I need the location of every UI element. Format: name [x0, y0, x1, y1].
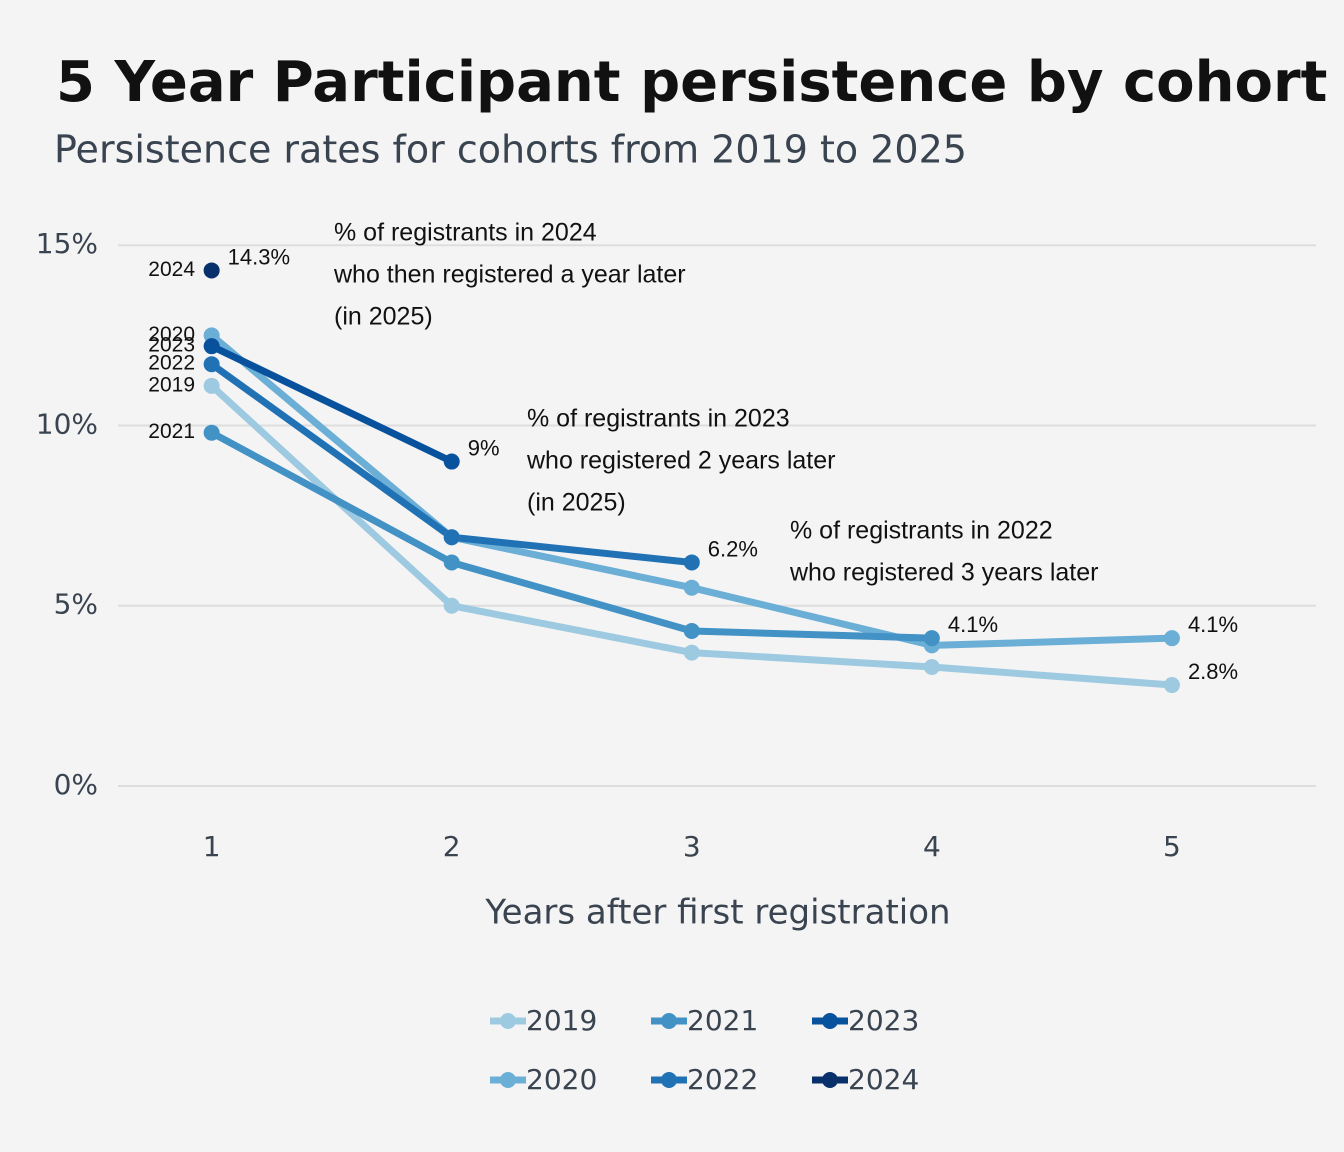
- legend-label: 2019: [526, 1004, 597, 1037]
- y-tick-label: 5%: [54, 588, 98, 621]
- legend-label: 2024: [848, 1063, 919, 1096]
- y-tick-label: 15%: [36, 227, 98, 260]
- chart-title: 5 Year Participant persistence by cohort: [56, 50, 1327, 115]
- series-end-label: 2020: [148, 323, 195, 346]
- series-end-label: 2022: [148, 352, 195, 375]
- x-axis-label: Years after first registration: [484, 893, 950, 933]
- annotation: who registered 3 years later: [789, 559, 1098, 587]
- legend-swatch-dot: [822, 1013, 838, 1029]
- legend-label: 2020: [526, 1063, 597, 1096]
- legend-swatch-dot: [500, 1072, 516, 1088]
- x-tick-label: 4: [923, 830, 941, 863]
- y-tick-label: 10%: [36, 407, 98, 440]
- point: [1163, 630, 1180, 647]
- series-line: [210, 343, 454, 465]
- point: [683, 554, 700, 571]
- legend-swatch-dot: [661, 1072, 677, 1088]
- series-end-label: 2023: [148, 334, 195, 357]
- annotation: (in 2025): [334, 303, 433, 331]
- legend-label: 2023: [848, 1004, 919, 1037]
- point: [923, 659, 940, 676]
- annotation: % of registrants in 2023: [527, 405, 790, 433]
- point: [443, 554, 460, 571]
- annotation: who registered 2 years later: [526, 447, 835, 475]
- value-label: 4.1%: [948, 612, 998, 637]
- point: [683, 644, 700, 661]
- value-label: 14.3%: [228, 244, 290, 269]
- legend-swatch-dot: [822, 1072, 838, 1088]
- point: [203, 377, 220, 394]
- series-end-label: 2021: [148, 420, 195, 443]
- legend-swatch-dot: [500, 1013, 516, 1029]
- point: [443, 529, 460, 546]
- point: [203, 338, 220, 355]
- legend-swatch-dot: [661, 1013, 677, 1029]
- value-label: 6.2%: [708, 536, 758, 561]
- point: [443, 453, 460, 470]
- point: [203, 424, 220, 441]
- x-tick-label: 1: [203, 830, 221, 863]
- annotation: % of registrants in 2024: [334, 219, 597, 247]
- value-label: 4.1%: [1188, 612, 1238, 637]
- series-end-label: 2019: [148, 373, 195, 396]
- point: [683, 622, 700, 639]
- chart-subtitle: Persistence rates for cohorts from 2019 …: [54, 128, 967, 172]
- point: [923, 630, 940, 647]
- y-tick-label: 0%: [54, 768, 98, 801]
- point: [683, 579, 700, 596]
- series-line: [209, 332, 1173, 649]
- value-label: 9%: [468, 435, 500, 460]
- annotation: who then registered a year later: [333, 261, 686, 289]
- x-tick-label: 3: [683, 830, 701, 863]
- annotation: % of registrants in 2022: [790, 517, 1053, 545]
- point: [1163, 677, 1180, 694]
- series-end-label: 2024: [148, 258, 195, 281]
- point: [203, 262, 220, 279]
- legend-label: 2021: [687, 1004, 758, 1037]
- value-label: 2.8%: [1188, 659, 1238, 684]
- legend-label: 2022: [687, 1063, 758, 1096]
- x-tick-label: 5: [1163, 830, 1181, 863]
- series-line: [209, 429, 932, 642]
- point: [203, 356, 220, 373]
- point: [443, 597, 460, 614]
- x-tick-label: 2: [443, 830, 461, 863]
- annotation: (in 2025): [527, 489, 626, 517]
